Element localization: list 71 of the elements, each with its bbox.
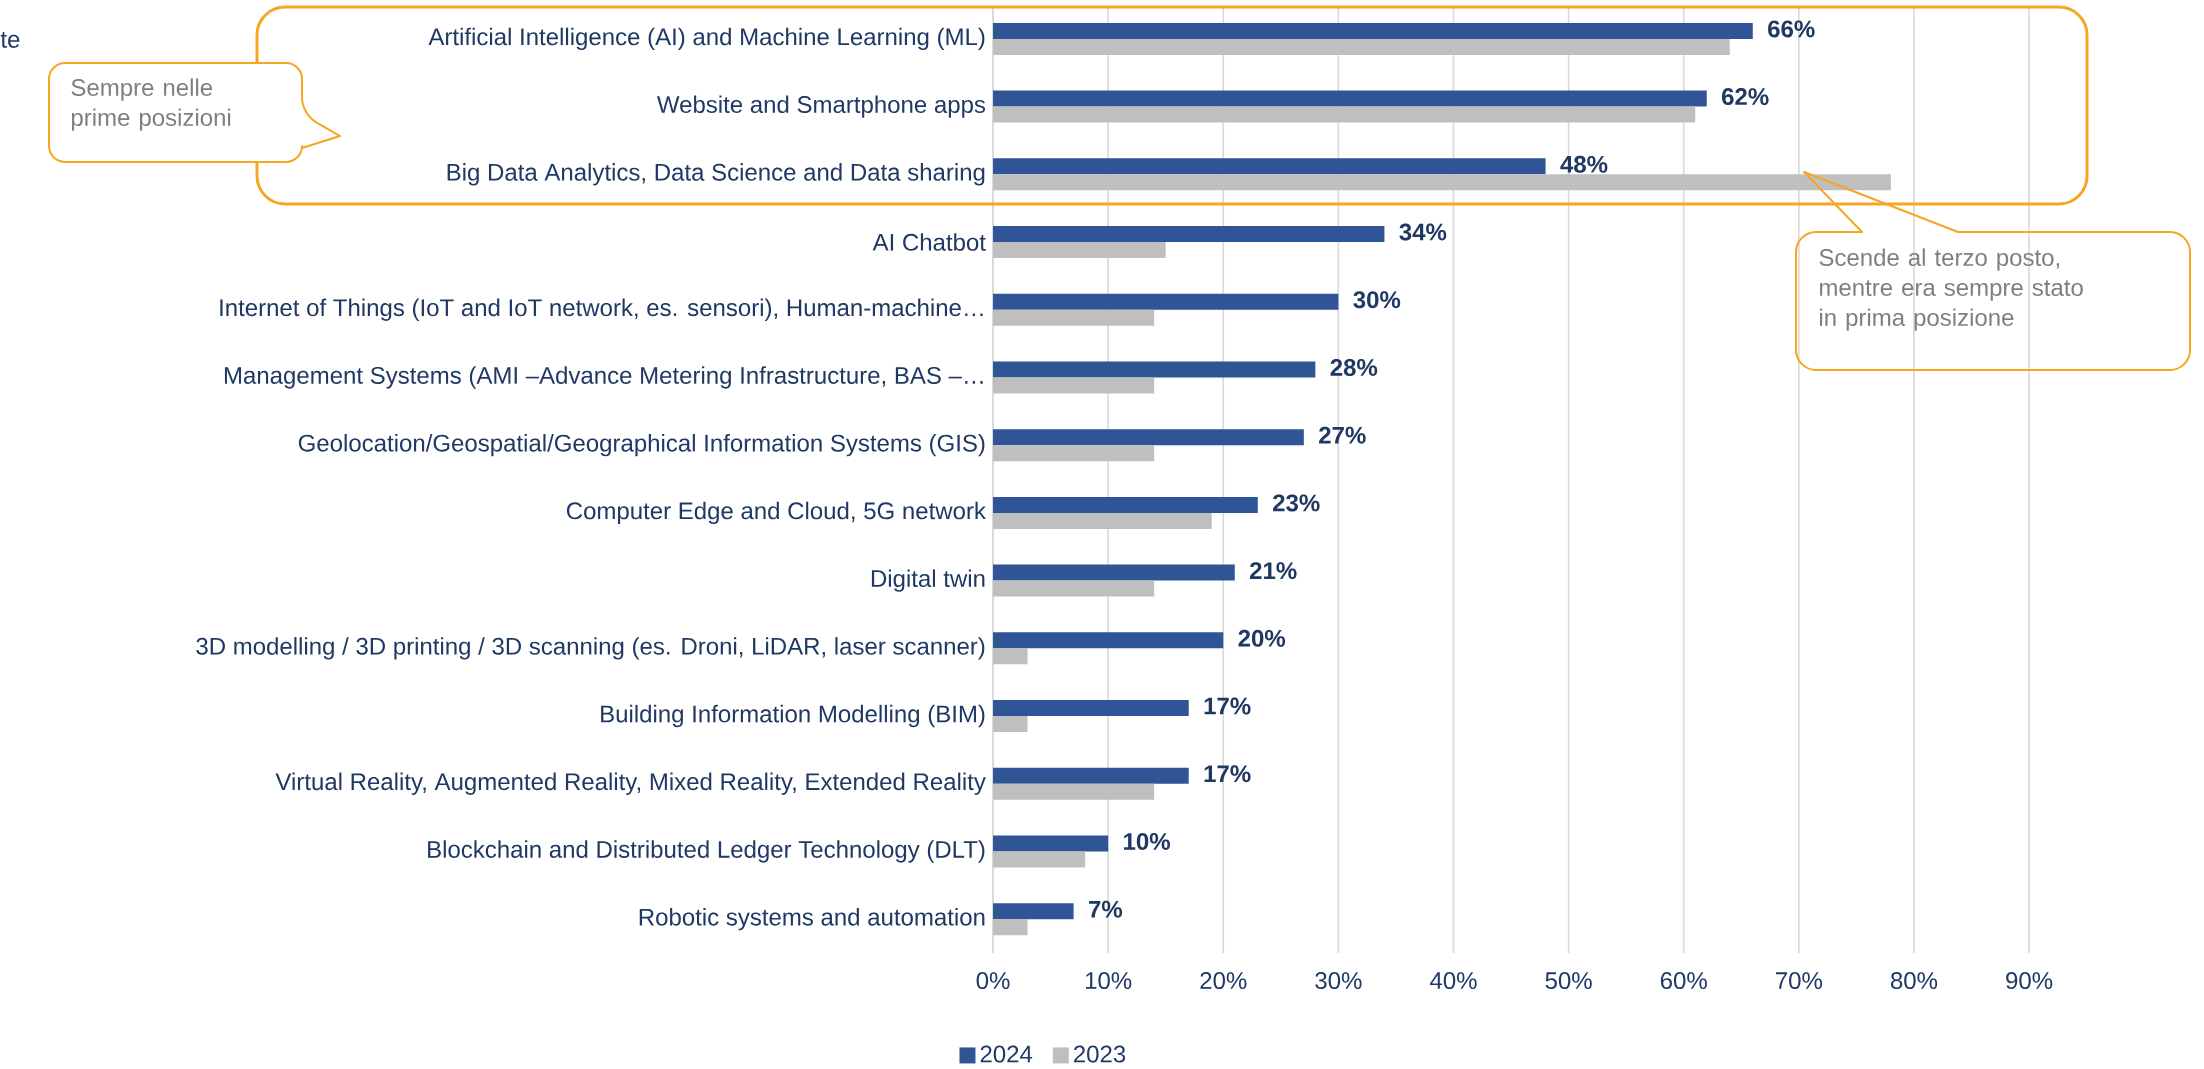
bar	[993, 309, 1155, 326]
bar	[993, 716, 1028, 733]
bar	[993, 445, 1155, 462]
x-tick-label: 0%	[976, 972, 1010, 990]
bar	[993, 700, 1189, 717]
bar	[993, 226, 1385, 243]
bar	[993, 496, 1258, 513]
bar	[993, 767, 1189, 784]
y-tick-label: Building Information Modelling (BIM)	[601, 704, 985, 728]
data-label: 34%	[1399, 223, 1447, 241]
legend-label: 2023	[1074, 1045, 1126, 1063]
y-tick-label: Computer Edge and Cloud, 5G network	[566, 501, 986, 525]
bar	[993, 632, 1224, 649]
y-tick-label: Robotic systems and automation	[639, 907, 985, 931]
bar	[993, 580, 1155, 597]
x-tick-label: 40%	[1430, 972, 1477, 990]
bar	[993, 106, 1696, 123]
bar	[993, 564, 1235, 581]
data-label: 20%	[1238, 629, 1286, 647]
y-tick-label: Blockchain and Distributed Ledger Technology (DLT)	[428, 840, 985, 863]
data-label: 7%	[1089, 900, 1123, 918]
bar	[993, 174, 1891, 191]
legend-label: 2024	[980, 1045, 1033, 1063]
bar	[993, 377, 1155, 394]
bar	[993, 835, 1109, 852]
y-tick-label: Digital twin	[871, 569, 985, 592]
data-label: 30%	[1353, 291, 1401, 309]
y-tick-label: AI Chatbot	[872, 233, 986, 251]
bar	[993, 783, 1155, 800]
data-label: 23%	[1273, 494, 1320, 512]
bar	[993, 903, 1074, 920]
bar	[993, 361, 1316, 378]
x-tick-label: 30%	[1315, 972, 1362, 990]
x-tick-label: 20%	[1200, 972, 1247, 990]
data-label: 48%	[1560, 155, 1608, 173]
x-tick-label: 60%	[1660, 972, 1707, 990]
data-label: 62%	[1722, 88, 1769, 106]
x-tick-label: 10%	[1085, 972, 1132, 990]
x-tick-label: 90%	[2006, 972, 2053, 990]
data-label: 21%	[1250, 562, 1297, 580]
text: Sempre nelle prime posizioni	[71, 78, 231, 131]
x-tick-label: 70%	[1776, 972, 1822, 990]
bar	[993, 242, 1166, 259]
bar	[993, 919, 1028, 936]
bar	[993, 429, 1304, 446]
bar	[993, 293, 1339, 310]
text: te	[0, 32, 20, 48]
data-label: 28%	[1330, 358, 1378, 376]
bar	[993, 90, 1707, 107]
x-tick-label: 80%	[1890, 972, 1938, 990]
bar	[993, 648, 1028, 665]
y-tick-label: Virtual Reality, Augmented Reality, Mixed Reality, Extended Reality	[275, 772, 986, 795]
y-tick-label: Artificial Intelligence (AI) and Machine Learning (ML)	[428, 27, 985, 51]
bar	[993, 512, 1212, 529]
y-tick-label: Management Systems (AMI –Advance Metering Infrastructure, BAS –…	[224, 366, 983, 389]
annotation: Scende al terzo posto, mentre era sempre stato in prima posizione	[1819, 248, 2083, 331]
y-tick-label: Geolocation/Geospatial/Geographical Information Systems (GIS)	[298, 433, 985, 457]
y-tick-label: Big Data Analytics, Data Science and Data sharing	[447, 163, 985, 186]
y-tick-label: Website and Smartphone apps	[656, 95, 986, 118]
y-tick-label: Internet of Things (IoT and IoT network, es. sensori), Human-machine…	[220, 298, 983, 321]
x-tick-label: 50%	[1545, 972, 1592, 990]
data-label: 66%	[1768, 20, 1815, 38]
y-tick-label: 3D modelling / 3D printing / 3D scanning (es. Droni, LiDAR, laser scanner)	[196, 637, 985, 660]
bar	[993, 158, 1546, 175]
bar	[993, 38, 1730, 55]
data-label: 17%	[1204, 765, 1251, 783]
bar	[993, 22, 1753, 39]
data-label: 10%	[1124, 832, 1170, 850]
data-label: 27%	[1319, 426, 1366, 444]
bar	[993, 851, 1086, 868]
data-label: 17%	[1204, 697, 1251, 715]
